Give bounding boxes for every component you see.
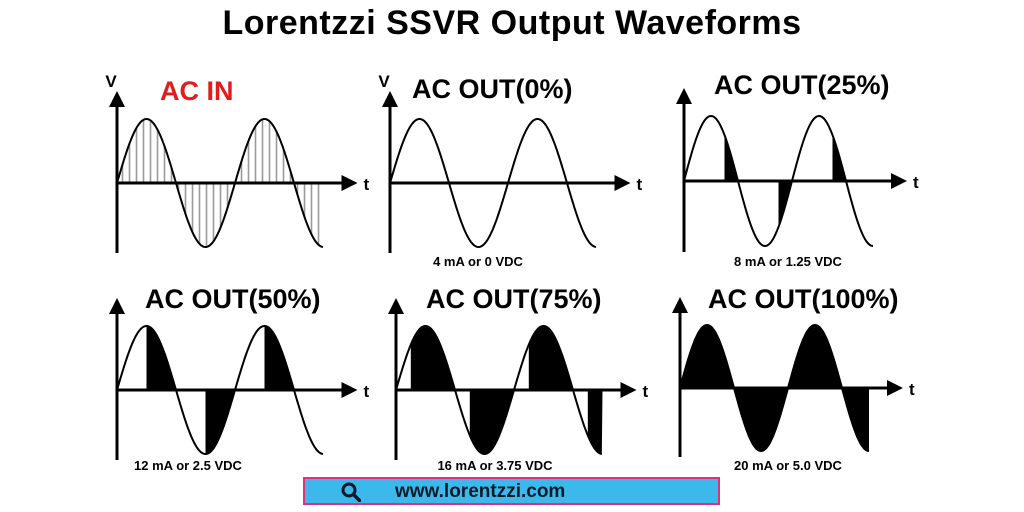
panel-caption: 4 mA or 0 VDC xyxy=(433,254,523,269)
voltage-axis-arrow xyxy=(109,298,125,314)
website-url[interactable]: www.lorentzzi.com xyxy=(395,481,566,502)
panel-title: AC IN xyxy=(160,76,234,106)
conduction-region xyxy=(176,183,235,247)
voltage-axis-arrow xyxy=(382,91,398,107)
panel-out-25: t AC OUT(25%) 8 mA or 1.25 VDC xyxy=(676,70,919,269)
time-axis-label: t xyxy=(637,175,643,194)
panel-title: AC OUT(25%) xyxy=(714,70,890,100)
conduction-region xyxy=(788,325,842,388)
voltage-axis-arrow xyxy=(109,91,125,107)
sine-wave xyxy=(679,323,870,453)
panel-caption: 20 mA or 5.0 VDC xyxy=(734,458,843,473)
page-title: Lorentzzi SSVR Output Waveforms xyxy=(222,4,802,42)
conduction-region xyxy=(294,183,324,247)
time-axis-arrow xyxy=(891,173,907,189)
sine-wave xyxy=(683,114,874,248)
panel-caption: 8 mA or 1.25 VDC xyxy=(734,254,843,269)
panel-out-50: t AC OUT(50%) 12 mA or 2.5 VDC xyxy=(109,284,370,473)
panel-out-75: t AC OUT(75%) 16 mA or 3.75 VDC xyxy=(388,284,649,473)
conduction-region xyxy=(235,119,294,183)
conduction-region xyxy=(587,390,603,454)
url-bar[interactable]: www.lorentzzi.com xyxy=(303,477,720,505)
conduction-region xyxy=(734,388,788,451)
time-axis-label: t xyxy=(909,380,915,399)
panel-title: AC OUT(50%) xyxy=(145,284,321,314)
conduction-region xyxy=(410,326,455,390)
time-axis-arrow xyxy=(341,382,358,398)
time-axis-arrow xyxy=(614,175,631,191)
sine-wave xyxy=(116,325,324,455)
conduction-region xyxy=(264,326,294,390)
time-axis-label: t xyxy=(364,175,370,194)
panel-out-100: t AC OUT(100%) 20 mA or 5.0 VDC xyxy=(672,284,915,473)
sine-wave xyxy=(389,118,597,248)
conduction-region xyxy=(205,390,235,454)
conduction-region xyxy=(146,326,176,390)
panel-ac-in: t V AC IN xyxy=(105,72,370,253)
conduction-region xyxy=(528,326,573,390)
panel-title: AC OUT(100%) xyxy=(708,284,899,314)
voltage-axis-label: V xyxy=(378,72,390,91)
panel-title: AC OUT(0%) xyxy=(412,74,573,104)
voltage-axis-arrow xyxy=(388,298,404,314)
conduction-region xyxy=(842,388,869,451)
time-axis-arrow xyxy=(341,175,358,191)
time-axis-arrow xyxy=(887,380,903,396)
sine-wave xyxy=(395,325,603,455)
panel-out-0: t V AC OUT(0%) 4 mA or 0 VDC xyxy=(378,72,642,269)
time-axis-label: t xyxy=(643,382,649,401)
search-icon xyxy=(341,482,361,502)
panel-caption: 12 mA or 2.5 VDC xyxy=(134,458,243,473)
voltage-axis-label: V xyxy=(105,72,117,91)
voltage-axis-arrow xyxy=(676,88,692,104)
voltage-axis-arrow xyxy=(672,297,688,313)
panel-title: AC OUT(75%) xyxy=(426,284,602,314)
sine-wave xyxy=(116,118,324,248)
panel-caption: 16 mA or 3.75 VDC xyxy=(437,458,553,473)
time-axis-label: t xyxy=(913,173,919,192)
conduction-region xyxy=(680,325,734,388)
conduction-region xyxy=(469,390,514,454)
time-axis-arrow xyxy=(620,382,637,398)
time-axis-label: t xyxy=(364,382,370,401)
conduction-region xyxy=(117,119,176,183)
